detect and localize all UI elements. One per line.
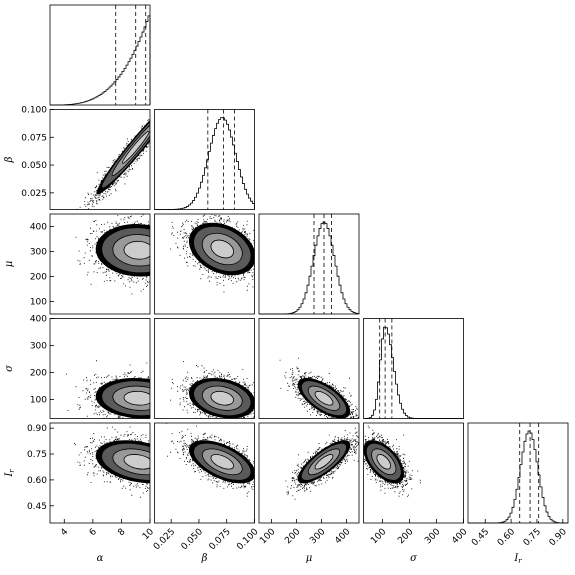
- y-tick-label-beta: 0.075: [21, 133, 47, 143]
- contour-level-1: [210, 390, 235, 406]
- x-tick-label-mu: 400: [333, 527, 352, 546]
- contour-level-1: [314, 390, 334, 406]
- x-axis-label-I_r: Ir: [513, 553, 522, 565]
- x-tick-label-alpha: 4: [59, 527, 70, 538]
- x-tick-label-alpha: 6: [88, 527, 99, 538]
- y-axis-label-beta: β: [4, 156, 15, 163]
- x-tick-label-I_r: 0.90: [548, 527, 569, 548]
- y-tick-label-I_r: 0.90: [27, 424, 47, 434]
- panel-frame: [49, 318, 151, 419]
- panel-frame: [154, 318, 255, 419]
- x-tick-label-I_r: 0.75: [522, 527, 543, 548]
- x-axis-label-sigma: σ: [410, 553, 418, 564]
- contour-level-1: [376, 454, 392, 470]
- y-tick-label-mu: 400: [30, 223, 47, 233]
- histogram-step-alpha: [50, 15, 151, 106]
- scatter-panel-beta-I_r: [154, 422, 255, 524]
- histogram-step-beta: [154, 117, 255, 210]
- histogram-panel-beta: [154, 109, 255, 210]
- scatter-panel-beta-sigma: [154, 318, 255, 419]
- x-tick-label-beta: 0.075: [208, 527, 233, 552]
- panel-frame: [154, 422, 255, 524]
- y-axis-label-mu: μ: [4, 261, 15, 268]
- scatter-panel-beta-mu: [154, 213, 255, 315]
- x-tick-label-sigma: 300: [423, 527, 442, 546]
- panel-frame: [49, 109, 151, 210]
- x-tick-label-beta: 0.050: [180, 527, 205, 552]
- y-tick-label-beta: 0.025: [21, 189, 47, 199]
- y-tick-label-beta: 0.100: [21, 106, 47, 116]
- panel-frame: [49, 213, 151, 315]
- histogram-step-mu: [259, 221, 360, 315]
- scatter-panel-sigma-I_r: [363, 422, 464, 524]
- panel-frame: [154, 213, 255, 315]
- panel-frame: [49, 4, 151, 106]
- y-axis-label-subscript: r: [8, 469, 16, 473]
- histogram-panel-sigma: [363, 318, 464, 419]
- x-axis-label-alpha: α: [97, 553, 104, 564]
- x-tick-label-sigma: 100: [369, 527, 388, 546]
- histogram-panel-I_r: [467, 422, 569, 524]
- y-axis-label-I_r: Ir: [4, 469, 16, 478]
- contour-level-1: [210, 239, 235, 259]
- scatter-panel-alpha-beta: [49, 109, 151, 210]
- scatter-panel-alpha-mu: [49, 213, 151, 315]
- y-tick-label-mu: 200: [30, 273, 47, 283]
- y-tick-label-sigma: 400: [30, 315, 47, 325]
- x-tick-label-I_r: 0.60: [496, 527, 517, 548]
- contour-level-1: [123, 390, 150, 406]
- histogram-panel-alpha: [49, 4, 151, 106]
- x-axis-label-subscript: r: [518, 557, 522, 565]
- panel-frame: [258, 318, 360, 419]
- x-tick-label-beta: 0.025: [152, 527, 177, 552]
- y-tick-label-sigma: 200: [30, 369, 47, 379]
- scatter-panel-alpha-I_r: [49, 422, 151, 524]
- scatter-panel-mu-sigma: [258, 318, 360, 419]
- y-tick-label-mu: 300: [30, 248, 47, 258]
- x-axis-label-beta: β: [201, 553, 208, 564]
- panel-frame: [467, 422, 569, 524]
- panel-frame: [49, 422, 151, 524]
- y-tick-label-I_r: 0.60: [27, 476, 47, 486]
- histogram-step-sigma: [363, 326, 464, 419]
- y-axis-label-sigma: σ: [4, 364, 15, 372]
- x-tick-label-I_r: 0.45: [470, 527, 491, 548]
- contour-level-1: [123, 240, 150, 260]
- contour-level-1: [314, 454, 334, 470]
- panel-frame: [363, 318, 464, 419]
- contour-level-1: [121, 130, 150, 164]
- x-tick-label-sigma: 200: [396, 527, 415, 546]
- panel-frame: [363, 422, 464, 524]
- scatter-panel-alpha-sigma: [49, 318, 151, 419]
- scatter-panel-mu-I_r: [258, 422, 360, 524]
- x-axis-label-mu: μ: [306, 553, 313, 564]
- panel-frame: [258, 213, 360, 315]
- contour-level-1: [210, 454, 235, 470]
- contour-level-1: [123, 454, 150, 470]
- y-tick-label-I_r: 0.45: [27, 502, 47, 512]
- x-tick-label-alpha: 8: [116, 527, 127, 538]
- panel-frame: [258, 422, 360, 524]
- y-tick-label-mu: 100: [30, 298, 47, 308]
- histogram-step-I_r: [468, 430, 569, 524]
- x-tick-label-alpha: 10: [141, 527, 156, 542]
- y-tick-label-sigma: 100: [30, 396, 47, 406]
- x-tick-label-sigma: 400: [450, 527, 469, 546]
- x-tick-label-beta: 0.100: [235, 527, 260, 552]
- scatter-points: [76, 119, 150, 210]
- x-tick-label-mu: 100: [258, 527, 277, 546]
- y-tick-label-sigma: 300: [30, 342, 47, 352]
- histogram-panel-mu: [258, 213, 360, 315]
- y-tick-label-I_r: 0.75: [27, 450, 47, 460]
- y-tick-label-beta: 0.050: [21, 161, 47, 171]
- x-tick-label-mu: 200: [283, 527, 302, 546]
- x-tick-label-mu: 300: [308, 527, 327, 546]
- panel-frame: [154, 109, 255, 210]
